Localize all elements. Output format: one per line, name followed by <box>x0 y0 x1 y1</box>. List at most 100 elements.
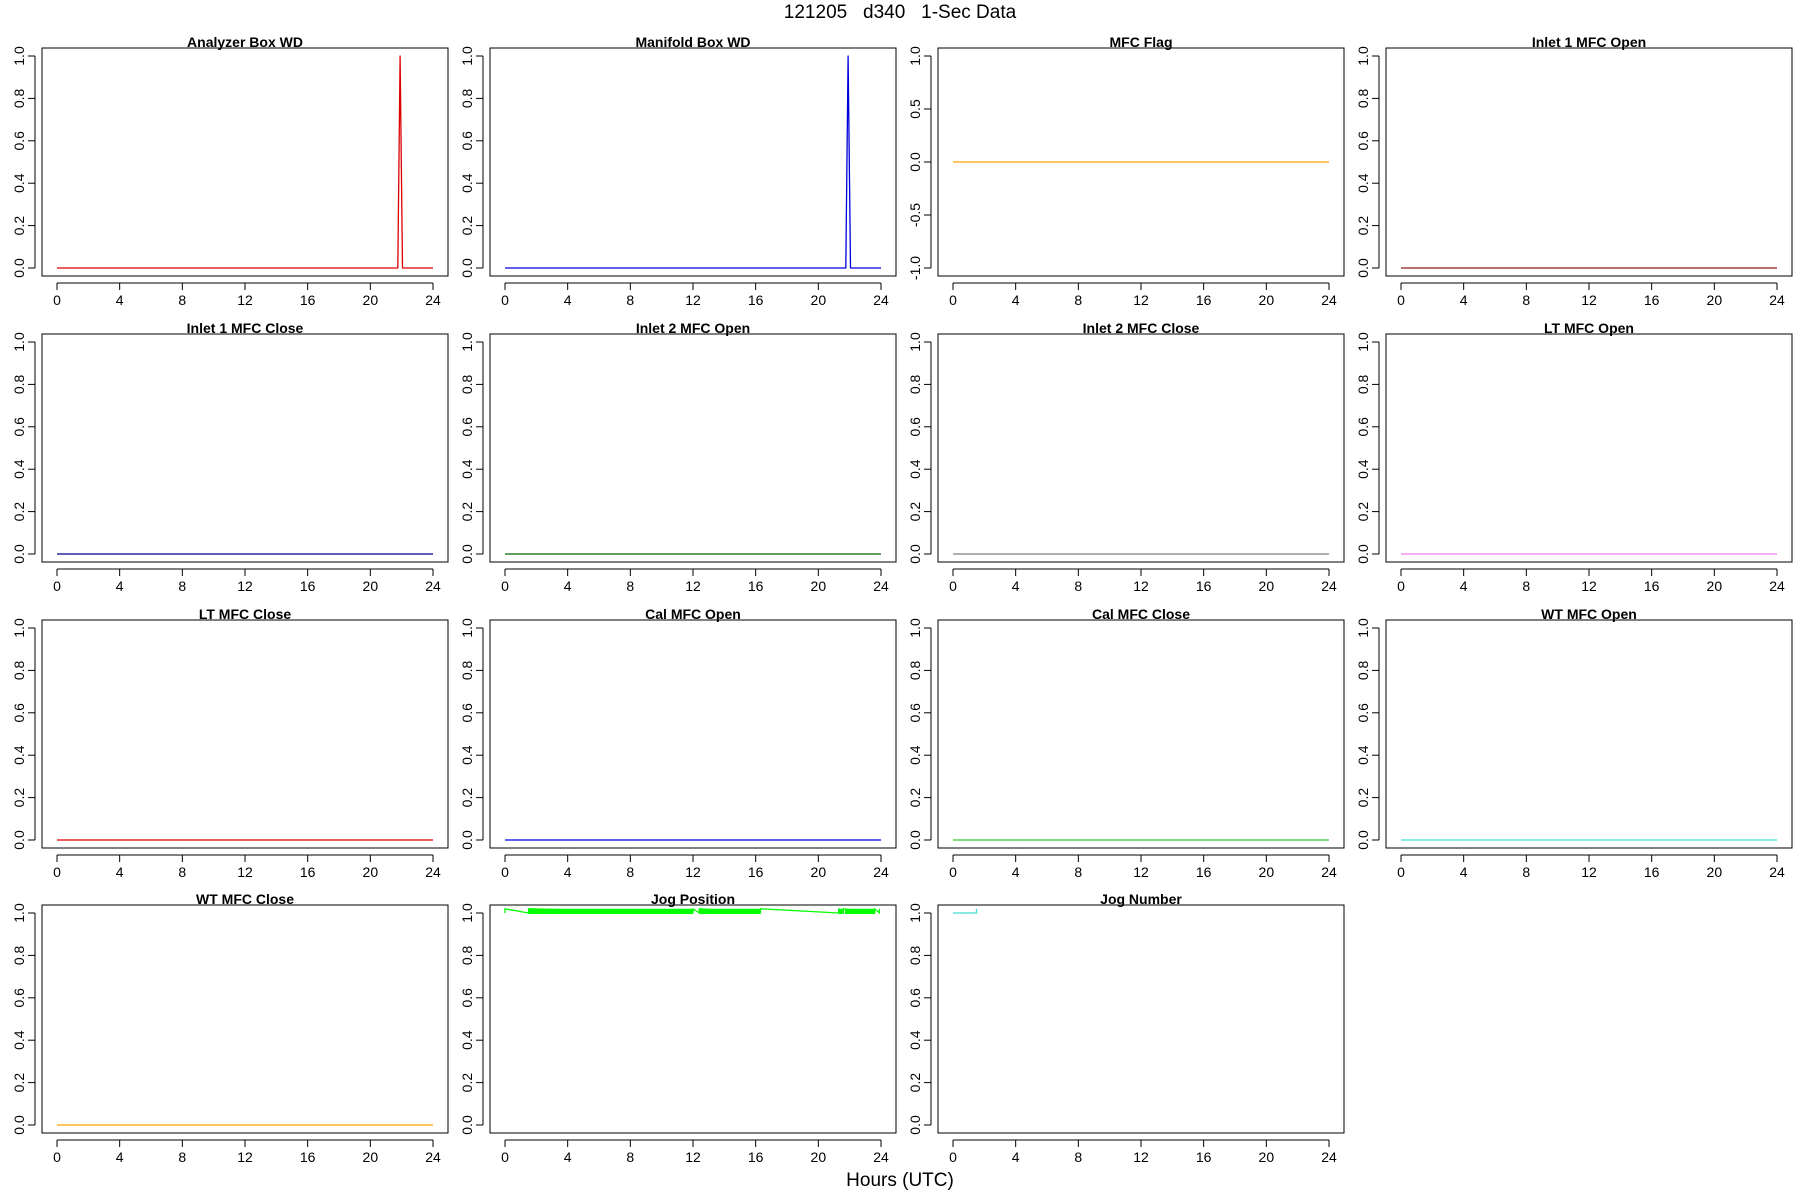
y-tick-label: 1.0 <box>11 332 27 352</box>
x-tick-label: 16 <box>300 864 316 880</box>
y-tick-label: 0.2 <box>1355 788 1371 808</box>
x-tick-label: 16 <box>1196 578 1212 594</box>
x-tick-label: 0 <box>501 292 509 308</box>
panel-data <box>57 55 433 269</box>
y-tick-label: 0.2 <box>11 502 27 522</box>
x-tick-label: 24 <box>425 578 441 594</box>
panel-title: Cal MFC Close <box>1092 606 1190 622</box>
x-tick-label: 16 <box>1644 864 1660 880</box>
x-tick-label: 8 <box>1522 578 1530 594</box>
x-tick-label: 4 <box>116 864 124 880</box>
plot-frame <box>937 333 1345 563</box>
x-axis-label: Hours (UTC) <box>846 1170 954 1191</box>
y-tick-label: 0.8 <box>11 660 27 680</box>
x-tick-label: 16 <box>300 1149 316 1165</box>
y-tick-label: 0.4 <box>11 459 27 479</box>
y-tick-label: 0.4 <box>11 173 27 193</box>
plot-frame <box>1385 333 1793 563</box>
y-tick-label: 0.8 <box>1355 660 1371 680</box>
y-tick-label: 0.6 <box>1355 703 1371 723</box>
y-tick-label: 0.0 <box>459 830 475 850</box>
y-tick-label: 0.2 <box>11 1073 27 1093</box>
y-tick-label: 0.6 <box>11 131 27 151</box>
x-tick-label: 12 <box>685 292 701 308</box>
x-tick-label: 12 <box>1133 292 1149 308</box>
x-tick-label: 8 <box>1522 292 1530 308</box>
x-tick-label: 24 <box>1769 864 1785 880</box>
x-tick-label: 8 <box>1074 578 1082 594</box>
series-line <box>57 55 433 269</box>
y-tick-label: 0.8 <box>459 945 475 965</box>
x-tick-label: 16 <box>1196 1149 1212 1165</box>
x-tick-label: 24 <box>873 1149 889 1165</box>
x-tick-label: 12 <box>237 292 253 308</box>
x-tick-label: 20 <box>811 292 827 308</box>
x-tick-label: 24 <box>873 578 889 594</box>
x-tick-label: 4 <box>564 864 572 880</box>
x-tick-label: 8 <box>626 864 634 880</box>
x-tick-label: 0 <box>53 292 61 308</box>
x-tick-label: 24 <box>425 864 441 880</box>
x-tick-label: 16 <box>748 1149 764 1165</box>
y-tick-label: 0.0 <box>907 544 923 564</box>
x-tick-label: 20 <box>1707 292 1723 308</box>
x-tick-label: 4 <box>1460 578 1468 594</box>
x-tick-label: 0 <box>501 1149 509 1165</box>
y-tick-label: 1.0 <box>907 46 923 66</box>
y-tick-label: 1.0 <box>1355 618 1371 638</box>
plot-frame <box>1385 47 1793 277</box>
panel-title: WT MFC Close <box>196 891 294 907</box>
y-tick-label: 0.4 <box>11 745 27 765</box>
x-tick-label: 12 <box>1133 1149 1149 1165</box>
x-tick-label: 4 <box>564 292 572 308</box>
y-tick-label: 0.8 <box>1355 88 1371 108</box>
x-tick-label: 20 <box>363 1149 379 1165</box>
y-tick-label: 0.4 <box>907 1030 923 1050</box>
y-tick-label: 0.2 <box>459 502 475 522</box>
x-tick-label: 20 <box>363 292 379 308</box>
y-tick-label: 0.6 <box>459 703 475 723</box>
panel-title: Inlet 1 MFC Close <box>187 320 304 336</box>
panel-title: Analyzer Box WD <box>187 34 303 50</box>
x-tick-label: 20 <box>363 578 379 594</box>
plot-frame <box>489 904 897 1134</box>
y-tick-label: 0.8 <box>11 945 27 965</box>
panel-11: Cal MFC Close 0 4 8 12 16 20 24 0.0 0.2 0.4 0.6 0.8 1… <box>907 606 1345 880</box>
x-tick-label: 4 <box>116 1149 124 1165</box>
x-tick-label: 0 <box>949 292 957 308</box>
panel-3: MFC Flag 0 4 8 12 16 20 24 -1.0 -0.5 0.0 0.5 1.0 <box>907 34 1345 308</box>
x-tick-label: 0 <box>1397 292 1405 308</box>
x-tick-label: 12 <box>237 1149 253 1165</box>
y-tick-label: 0.0 <box>907 1115 923 1135</box>
x-tick-label: 0 <box>501 864 509 880</box>
x-tick-label: 4 <box>564 1149 572 1165</box>
x-tick-label: 8 <box>1074 292 1082 308</box>
x-tick-label: 12 <box>685 578 701 594</box>
x-tick-label: 20 <box>811 864 827 880</box>
x-tick-label: 20 <box>811 578 827 594</box>
panel-2: Manifold Box WD 0 4 8 12 16 20 24 0.0 0.2 0.4 0.6 0.… <box>459 34 897 308</box>
y-tick-label: 0.8 <box>907 374 923 394</box>
panel-data <box>505 55 881 269</box>
figure-title: 121205 d340 1-Sec Data <box>783 2 1017 23</box>
y-tick-label: 0.8 <box>907 945 923 965</box>
y-tick-label: 0.2 <box>907 1073 923 1093</box>
x-tick-label: 12 <box>1133 864 1149 880</box>
y-tick-label: 1.0 <box>907 618 923 638</box>
x-tick-label: 16 <box>748 864 764 880</box>
x-tick-label: 16 <box>1644 578 1660 594</box>
x-tick-label: 24 <box>1769 578 1785 594</box>
plot-frame <box>41 47 449 277</box>
x-tick-label: 4 <box>116 292 124 308</box>
x-tick-label: 24 <box>1321 1149 1337 1165</box>
panel-title: Manifold Box WD <box>635 34 750 50</box>
y-tick-label: 1.0 <box>459 46 475 66</box>
y-tick-label: 1.0 <box>459 903 475 923</box>
y-tick-label: 0.6 <box>1355 131 1371 151</box>
y-tick-label: 0.0 <box>11 1115 27 1135</box>
panel-1: Analyzer Box WD 0 4 8 12 16 20 24 0.0 0.2 0.4 0.6 0.… <box>11 34 449 308</box>
panel-10: Cal MFC Open 0 4 8 12 16 20 24 0.0 0.2 0.4 0.6 0.8 1.… <box>459 606 897 880</box>
panel-6: Inlet 2 MFC Open 0 4 8 12 16 20 24 0.0 0.2 0.4 0.6 0… <box>459 320 897 594</box>
y-tick-label: 1.0 <box>1355 332 1371 352</box>
